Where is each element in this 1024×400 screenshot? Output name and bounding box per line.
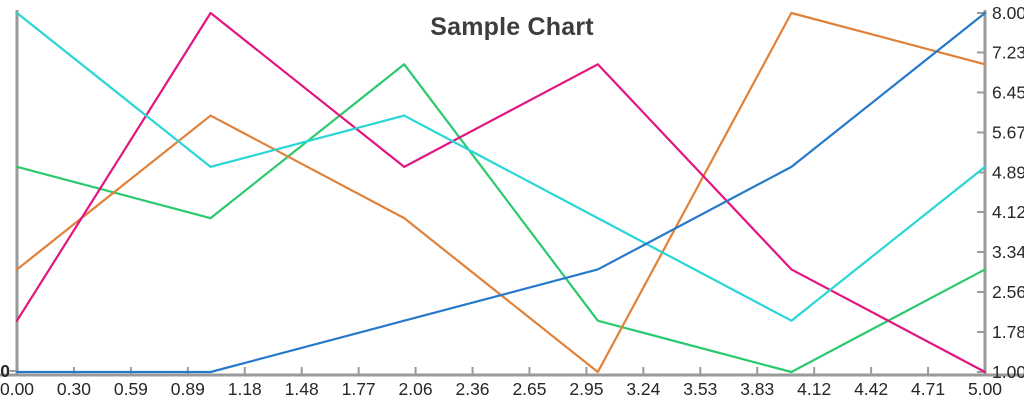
y-tick-label-right: 3.34 (992, 242, 1024, 262)
x-tick-label: 0.89 (171, 379, 205, 399)
x-tick-label: 4.42 (854, 379, 888, 399)
x-tick-label: 0.00 (0, 379, 34, 399)
x-tick-label: 5.00 (968, 379, 1002, 399)
x-tick-label: 1.77 (342, 379, 376, 399)
x-tick-label: 1.48 (285, 379, 319, 399)
y-tick-label-right: 1.78 (992, 322, 1024, 342)
series-line-green (15, 63, 987, 374)
y-tick-label-right: 2.56 (992, 282, 1024, 302)
x-tick-label: 0.59 (114, 379, 148, 399)
x-tick-label: 3.53 (683, 379, 717, 399)
x-tick-label: 2.65 (512, 379, 546, 399)
y-tick-label-right: 8.00 (992, 3, 1024, 23)
y-tick-label-right: 7.23 (992, 42, 1024, 62)
y-tick-label-left: 0 (0, 361, 10, 381)
x-tick-label: 3.83 (740, 379, 774, 399)
series-line-magenta (15, 11, 987, 374)
x-tick-label: 4.71 (911, 379, 945, 399)
x-tick-label: 2.95 (569, 379, 603, 399)
y-tick-label-right: 4.89 (992, 162, 1024, 182)
series-line-blue (15, 11, 987, 374)
y-tick-label-right: 4.12 (992, 202, 1024, 222)
x-tick-label: 2.36 (455, 379, 489, 399)
x-tick-label: 1.18 (228, 379, 262, 399)
x-tick-label: 0.30 (57, 379, 91, 399)
y-tick-label-right: 6.45 (992, 82, 1024, 102)
y-tick-label-right: 1.00 (992, 362, 1024, 382)
x-tick-label: 4.12 (797, 379, 831, 399)
series-line-cyan (15, 11, 987, 322)
x-tick-label: 2.06 (399, 379, 433, 399)
y-tick-label-right: 5.67 (992, 122, 1024, 142)
x-tick-label: 3.24 (626, 379, 660, 399)
